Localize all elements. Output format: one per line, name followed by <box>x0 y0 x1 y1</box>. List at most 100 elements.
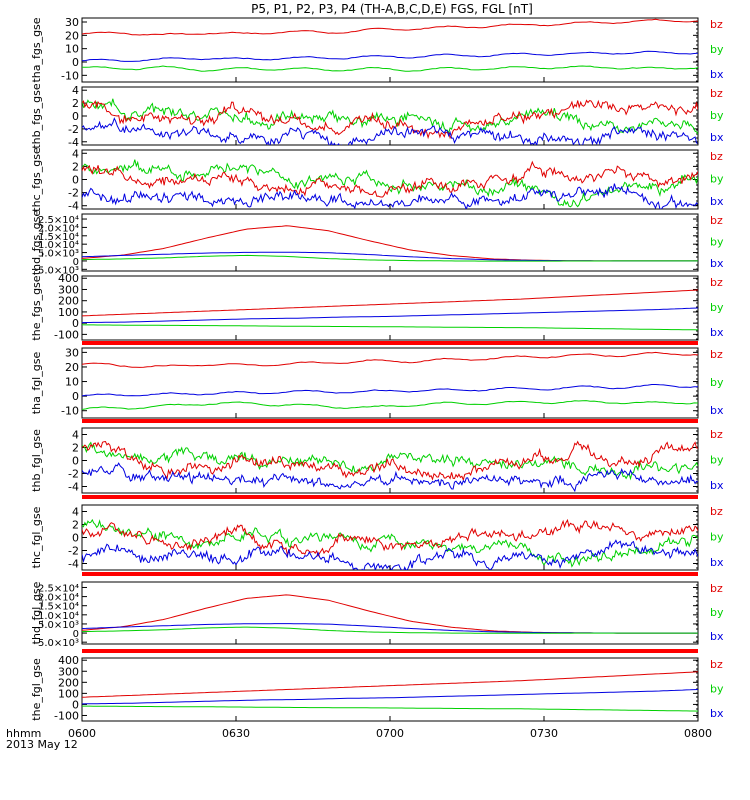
legend-bz: bz <box>710 582 723 595</box>
y-tick-label: -100 <box>54 709 79 722</box>
panel-thd_fgl_gse: 2.5×10⁴2.0×10⁴1.5×10⁴1.0×10⁴5.0×10³0-5.0… <box>30 581 724 649</box>
legend-by: by <box>710 454 724 467</box>
y-tick-label: 200 <box>58 676 79 689</box>
legend-by: by <box>710 376 724 389</box>
series-line-bz <box>82 671 698 698</box>
panel-frame <box>81 657 699 722</box>
legend-bz: bz <box>710 87 723 100</box>
legend-bx: bx <box>710 257 724 270</box>
y-axis-title: tha_fgs_gse <box>30 17 43 82</box>
chart-title: P5, P1, P2, P3, P4 (TH-A,B,C,D,E) FGS, F… <box>251 2 533 16</box>
y-tick-label: -4 <box>68 136 79 149</box>
legend-bx: bx <box>710 131 724 144</box>
legend-bx: bx <box>710 326 724 339</box>
panel-frame <box>81 86 699 146</box>
y-tick-label: 10 <box>65 43 79 56</box>
y-tick-label: 0 <box>72 174 79 187</box>
panel-frame <box>81 17 699 83</box>
legend-by: by <box>710 236 724 249</box>
y-tick-label: 1.0×10⁴ <box>38 240 79 251</box>
panel-frame <box>81 213 699 272</box>
y-tick-label: 300 <box>58 665 79 678</box>
series-line-bz <box>82 440 698 482</box>
legend-by: by <box>710 301 724 314</box>
series-line-bx <box>82 50 698 62</box>
series-line-bx <box>82 117 698 145</box>
panel-frame <box>81 581 699 645</box>
y-tick-label: -4 <box>68 558 79 571</box>
y-tick-label: 0 <box>73 629 79 640</box>
legend-bz: bz <box>710 276 723 289</box>
y-tick-label: 0 <box>72 56 79 69</box>
legend-by: by <box>710 606 724 619</box>
y-tick-label: 2 <box>72 97 79 110</box>
legend-by: by <box>710 43 724 56</box>
y-tick-label: 0 <box>72 110 79 123</box>
y-tick-label: 20 <box>65 29 79 42</box>
y-tick-label: 200 <box>58 295 79 308</box>
panel-thc_fgs_gse: 420-2-4 thc_fgs_gse bz by bx <box>30 147 724 213</box>
y-tick-label: 2.5×10⁴ <box>38 215 79 226</box>
panel-frame <box>81 149 699 210</box>
x-tick-label: 0700 <box>376 727 404 740</box>
y-tick-label: -10 <box>61 405 79 418</box>
y-tick-label: -5.0×10³ <box>34 265 79 276</box>
y-tick-label: 4 <box>72 506 79 519</box>
y-tick-label: -2 <box>68 545 79 558</box>
x-tick-label: 0800 <box>684 727 712 740</box>
footer-date: 2013 May 12 <box>6 738 78 751</box>
y-axis-title: the_fgl_gse <box>30 658 43 721</box>
legend-bz: bz <box>710 505 723 518</box>
series-line-by <box>82 626 698 634</box>
y-tick-label: -5.0×10³ <box>34 638 79 649</box>
series-line-by <box>82 400 698 410</box>
y-tick-label: 0 <box>72 698 79 711</box>
series-line-bz <box>82 99 698 140</box>
legend-bz: bz <box>710 658 723 671</box>
series-line-bx <box>82 689 698 705</box>
x-tick-label: 0600 <box>68 727 96 740</box>
series-line-bz <box>82 351 698 368</box>
x-tick-label: 0730 <box>530 727 558 740</box>
panel-tha_fgl_gse: 30 20 100 -10 tha_fgl_gse bz by bx <box>30 346 724 419</box>
y-tick-label: 0 <box>72 455 79 468</box>
legend-bx: bx <box>710 630 724 643</box>
y-tick-label: -2 <box>68 468 79 481</box>
y-tick-label: 30 <box>65 346 79 359</box>
gap-bar <box>82 649 698 653</box>
series-line-by <box>82 98 698 135</box>
y-tick-label: 5.0×10³ <box>38 249 79 260</box>
y-tick-label: 400 <box>58 654 79 667</box>
y-tick-label: -2 <box>68 187 79 200</box>
y-tick-label: 2.0×10⁴ <box>38 593 79 604</box>
legend-bx: bx <box>710 404 724 417</box>
y-tick-label: -2 <box>68 123 79 136</box>
panel-thb_fgl_gse: 420-2-4 thb_fgl_gse bz by bx <box>30 427 724 494</box>
y-axis-title: thb_fgs_gse <box>30 83 43 149</box>
series-line-by <box>82 254 698 262</box>
legend-bx: bx <box>710 68 724 81</box>
y-tick-label: 30 <box>65 16 79 29</box>
y-tick-label: 4 <box>72 429 79 442</box>
panel-thb_fgs_gse: 420-2-4 thb_fgs_gse bz by bx <box>30 83 724 149</box>
gap-bar <box>82 495 698 499</box>
series-line-bx <box>82 183 698 209</box>
series-line-by <box>82 159 698 208</box>
y-tick-label: 2.0×10⁴ <box>38 223 79 234</box>
y-tick-label: -4 <box>68 200 79 213</box>
gap-bar <box>82 572 698 576</box>
legend-bz: bz <box>710 348 723 361</box>
y-tick-label: 20 <box>65 361 79 374</box>
legend-bx: bx <box>710 556 724 569</box>
panel-frame <box>81 275 699 341</box>
series-line-bz <box>82 289 698 317</box>
legend-bx: bx <box>710 707 724 720</box>
y-tick-label: 5.0×10³ <box>38 620 79 631</box>
y-axis-title: thc_fgl_gse <box>30 506 43 568</box>
y-tick-label: -4 <box>68 481 79 494</box>
legend-by: by <box>710 531 724 544</box>
y-tick-label: 1.5×10⁴ <box>38 232 79 243</box>
